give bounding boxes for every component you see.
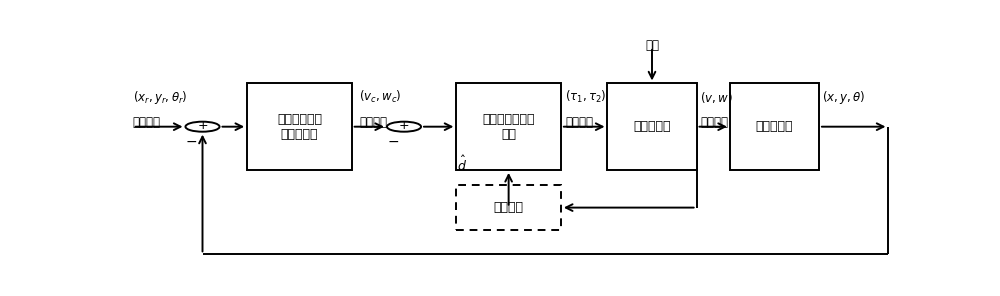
Text: +: + — [197, 119, 208, 132]
Text: +: + — [399, 119, 409, 132]
Text: 有限时间力矩控
制器: 有限时间力矩控 制器 — [482, 113, 535, 141]
Bar — [607, 83, 697, 170]
Bar — [247, 83, 352, 170]
Text: $(v,w)$: $(v,w)$ — [700, 90, 733, 104]
Text: −: − — [186, 134, 197, 149]
Text: $\hat{d}$: $\hat{d}$ — [457, 155, 467, 174]
Text: $(\tau_1,\tau_2)$: $(\tau_1,\tau_2)$ — [565, 89, 607, 105]
Text: −: − — [387, 134, 399, 149]
Text: 动力学模型: 动力学模型 — [633, 120, 671, 133]
Text: $(x,y,\theta)$: $(x,y,\theta)$ — [822, 89, 866, 106]
Bar — [456, 185, 561, 230]
Text: 实际速度: 实际速度 — [700, 116, 728, 129]
Text: 期望轨迹: 期望轨迹 — [133, 116, 161, 129]
Text: $(v_c,w_c)$: $(v_c,w_c)$ — [359, 89, 402, 105]
Text: 运动学模型: 运动学模型 — [756, 120, 793, 133]
Bar — [730, 83, 819, 170]
Text: 左右力矩: 左右力矩 — [565, 116, 593, 129]
Text: 扰动: 扰动 — [645, 39, 659, 52]
Text: 自适应律: 自适应律 — [494, 201, 524, 214]
Text: $(x_r,y_r,\theta_r)$: $(x_r,y_r,\theta_r)$ — [133, 89, 187, 106]
Text: 虚拟速度: 虚拟速度 — [359, 116, 387, 129]
Text: 有限时间虚拟
速度控制器: 有限时间虚拟 速度控制器 — [277, 113, 322, 141]
Bar — [456, 83, 561, 170]
